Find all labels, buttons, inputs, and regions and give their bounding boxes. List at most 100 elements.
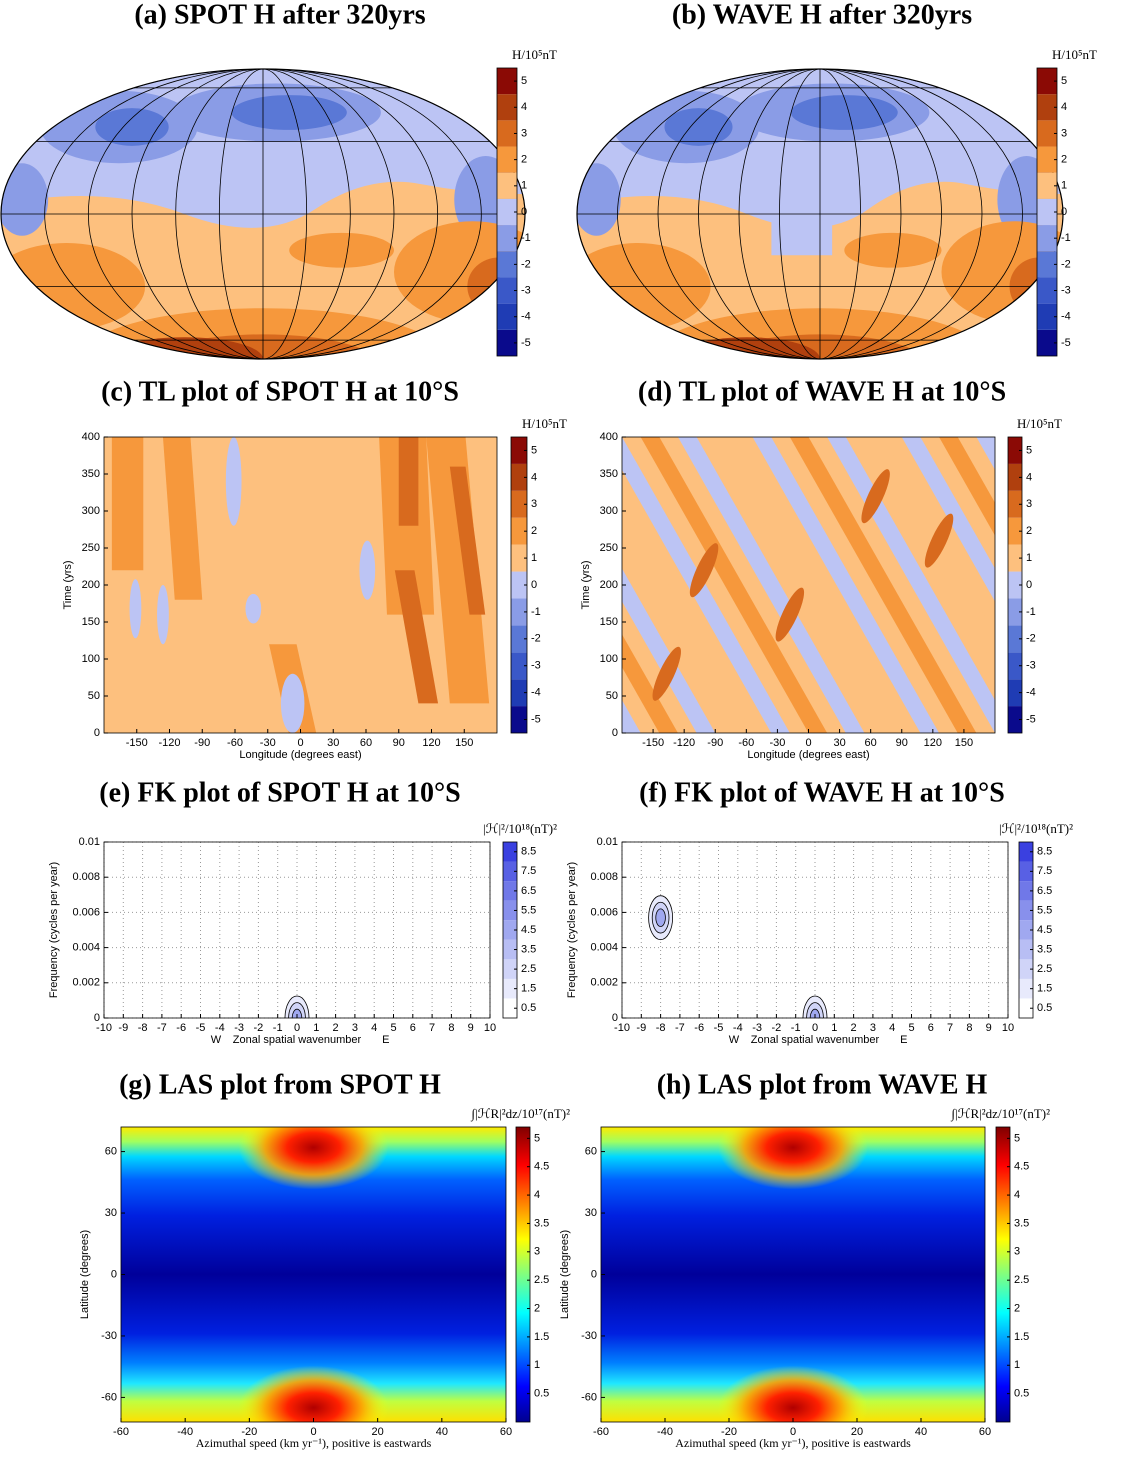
colorbar-tick-label: 3 — [1026, 498, 1032, 510]
colorbar-band — [497, 251, 517, 278]
x-tick-label: -60 — [227, 737, 243, 749]
x-tick-label: -90 — [707, 737, 723, 749]
y-tick-label: -30 — [101, 1330, 117, 1342]
colorbar-band — [1037, 277, 1057, 304]
colorbar-tick-label: 1 — [531, 552, 537, 564]
y-tick-label: 350 — [82, 468, 100, 480]
colorbar-tick-label: -4 — [1061, 311, 1071, 323]
colorbar-band — [1008, 652, 1022, 680]
colorbar-band — [1008, 437, 1022, 464]
colorbar-tick-label: -2 — [1061, 258, 1071, 270]
colorbar-tick-label: 4 — [1014, 1189, 1020, 1201]
colorbar-band — [1037, 225, 1057, 252]
colorbar-band — [1008, 490, 1022, 518]
colorbar-tick-label: 4 — [1026, 471, 1032, 483]
y-tick-label: 200 — [600, 579, 618, 591]
x-tick-label: -120 — [158, 737, 180, 749]
colorbar-band — [1008, 463, 1022, 491]
y-tick-label: 150 — [600, 616, 618, 628]
x-tick-label: -40 — [177, 1426, 193, 1438]
map-outline — [0, 68, 526, 360]
colorbar-tick-label: 0.5 — [1014, 1388, 1029, 1400]
colorbar-label: |ℋ|²/10¹⁸(nT)² — [999, 821, 1073, 836]
colorbar-tick-label: 0 — [531, 579, 537, 591]
x-tick-label: -1 — [791, 1022, 801, 1034]
x-tick-label: -30 — [769, 737, 785, 749]
colorbar-band — [1037, 172, 1057, 199]
colorbar-band — [511, 598, 527, 626]
colorbar-tick-label: 5 — [1061, 75, 1067, 87]
colorbar-tick-label: 3.5 — [534, 1217, 549, 1229]
colorbar-tick-label: 4 — [1061, 101, 1067, 113]
colorbar-band — [1019, 978, 1033, 999]
y-tick-label: 400 — [600, 431, 618, 443]
colorbar-band — [497, 303, 517, 330]
colorbar-tick-label: 4.5 — [1014, 1161, 1029, 1173]
colorbar-tick-label: 4 — [521, 101, 527, 113]
colorbar-tick-label: -1 — [521, 232, 531, 244]
field-region — [394, 570, 439, 704]
colorbar-label: |ℋ|²/10¹⁸(nT)² — [483, 821, 557, 836]
x-tick-label: 0 — [812, 1022, 818, 1034]
y-tick-label: 0.006 — [590, 906, 618, 918]
colorbar-tick-label: -5 — [1061, 337, 1071, 349]
panel: (d) TL plot of WAVE H at 10°S-150 -120 -90… — [580, 376, 1062, 760]
tl-field — [622, 437, 995, 733]
x-tick-label: 8 — [448, 1022, 454, 1034]
colorbar-tick-label: 4.5 — [534, 1161, 549, 1173]
x-tick-label: -5 — [196, 1022, 206, 1034]
colorbar-tick-label: -2 — [531, 633, 541, 645]
colorbar-tick-label: 5.5 — [521, 904, 536, 916]
colorbar-band — [497, 172, 517, 199]
colorbar-tick-label: 0 — [1061, 206, 1067, 218]
peak — [238, 1127, 389, 1190]
x-axis-label: Zonal spatial wavenumber — [751, 1034, 880, 1046]
panel: (h) LAS plot from WAVE H-60 -40 -20 0 20 40 60… — [559, 1069, 1050, 1449]
colorbar-tick-label: 2 — [531, 525, 537, 537]
colorbar-band — [1037, 68, 1057, 95]
field-region — [622, 568, 716, 733]
colorbar-tick-label: 7.5 — [521, 865, 536, 877]
y-tick-label: 0 — [612, 1012, 618, 1024]
colorbar-tick-label: 1 — [1061, 180, 1067, 192]
y-axis-label: Time (yrs) — [62, 560, 74, 609]
colorbar-tick-label: 1.5 — [1014, 1331, 1029, 1343]
x-tick-label: 9 — [986, 1022, 992, 1034]
colorbar-frame — [995, 1126, 1011, 1423]
colorbar-band — [1019, 881, 1033, 901]
colorbar-tick-label: 2 — [1014, 1302, 1020, 1314]
x-tick-label: -4 — [215, 1022, 225, 1034]
x-tick-label: 150 — [955, 737, 973, 749]
field-region — [398, 437, 419, 526]
colorbar-tick-label: 0 — [521, 206, 527, 218]
x-tick-label: -10 — [614, 1022, 630, 1034]
y-tick-label: 0.002 — [590, 977, 618, 989]
x-axis-label: W — [729, 1034, 740, 1046]
field-region — [752, 437, 940, 733]
colorbar-band — [1008, 679, 1022, 707]
colorbar-tick-label: 5 — [521, 75, 527, 87]
field-region — [649, 308, 991, 359]
colorbar-band — [1008, 706, 1022, 733]
colorbar-tick-label: 1 — [521, 180, 527, 192]
colorbar-band — [511, 706, 527, 733]
y-tick-label: 300 — [600, 505, 618, 517]
x-tick-label: -6 — [176, 1022, 186, 1034]
colorbar-tick-label: 3.5 — [1014, 1217, 1029, 1229]
colorbar-tick-label: 2.5 — [1037, 963, 1052, 975]
x-tick-label: -3 — [752, 1022, 762, 1034]
field-region — [715, 437, 902, 733]
colorbar-tick-label: 4 — [531, 471, 537, 483]
panel-title: (f) FK plot of WAVE H at 10°S — [639, 777, 1005, 808]
y-tick-label: 0 — [94, 1012, 100, 1024]
x-tick-label: -8 — [656, 1022, 666, 1034]
colorbar-tick-label: 1.5 — [521, 983, 536, 995]
field-region — [79, 308, 447, 359]
x-tick-label: 4 — [889, 1022, 895, 1034]
peak-contour — [655, 908, 666, 927]
colorbar-band — [497, 94, 517, 121]
field-region — [426, 437, 490, 704]
colorbar-tick-label: 2 — [1061, 154, 1067, 166]
x-axis-label: Zonal spatial wavenumber — [233, 1034, 362, 1046]
colorbar-tick-label: 2 — [521, 154, 527, 166]
